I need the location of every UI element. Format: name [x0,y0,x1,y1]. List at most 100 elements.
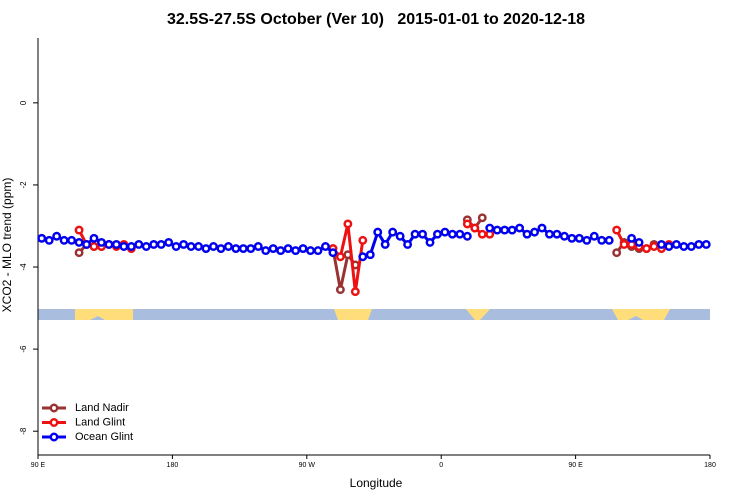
point [171,242,181,251]
point [597,235,607,245]
point [686,242,696,251]
point [671,239,681,249]
point [403,239,413,249]
point [425,237,435,247]
point [111,239,121,249]
land-patch [75,309,133,320]
point [231,244,241,254]
point [462,231,472,241]
point [574,233,584,243]
point [74,225,84,235]
point [477,213,487,223]
point [604,235,614,245]
y-tick-label: 0 [19,100,28,105]
point [515,223,525,233]
point [126,242,136,251]
point [567,233,577,243]
point [246,244,256,254]
y-tick-label: -2 [19,181,28,189]
point [216,244,226,254]
point [612,225,622,235]
point [209,242,218,251]
point [119,242,129,251]
point [701,239,711,249]
point [612,248,622,258]
point [179,239,189,249]
point [492,225,502,235]
point [649,242,659,251]
x-tick-label: 180 [704,462,716,469]
point [313,246,323,256]
point [470,223,480,233]
point [589,231,599,241]
point [298,244,308,254]
point [552,229,562,239]
legend-marker [49,418,59,427]
legend: Land Nadir Land Glint Ocean Glint [42,402,133,443]
point [134,239,144,249]
x-axis-label: Longitude [350,476,403,490]
point [223,242,233,251]
point [365,250,375,260]
point [433,229,442,239]
y-tick-label: -4 [19,263,28,271]
point [186,242,196,251]
point [238,244,248,254]
point [261,246,271,256]
point [74,237,84,247]
point [37,233,47,243]
point [485,223,495,233]
x-tick-label: 0 [439,462,443,469]
point [694,239,704,249]
point [164,237,174,247]
point [276,246,286,256]
point [52,231,62,241]
point [380,239,390,249]
point [67,235,77,245]
x-tick-label: 90 W [299,462,316,469]
point [657,239,666,249]
point [507,225,517,235]
legend-marker [49,432,59,442]
point [500,225,510,235]
point [291,246,301,256]
y-axis-label: XCO2 - MLO trend (ppm) [0,178,14,313]
point [306,246,315,256]
point [418,229,427,239]
point [522,229,532,239]
point [358,235,368,245]
point [156,239,166,249]
point [395,231,405,241]
point [321,242,330,251]
legend-label: Land Glint [75,416,125,428]
point [619,239,629,249]
point [59,235,69,245]
point [149,239,159,249]
land-patch [612,309,670,320]
point [268,244,278,254]
legend-label: Land Nadir [75,402,129,414]
x-tick-label: 90 E [568,462,583,469]
point [328,248,338,258]
point [141,242,151,251]
point [89,242,99,251]
point [89,233,99,243]
point [447,229,457,239]
point [82,239,91,249]
point [74,248,84,258]
land-patch [466,309,490,320]
series [37,223,711,262]
y-tick-label: -8 [19,427,28,435]
point [104,239,114,249]
y-tick-label: -6 [19,345,28,353]
point [642,244,651,254]
point [679,242,689,251]
point [582,235,592,245]
chart-title: 32.5S-27.5S October (Ver 10) 2015-01-01 … [167,11,585,28]
land-patch [334,309,372,320]
point [545,229,554,239]
point [97,237,106,247]
point [335,285,345,295]
point [559,231,569,241]
